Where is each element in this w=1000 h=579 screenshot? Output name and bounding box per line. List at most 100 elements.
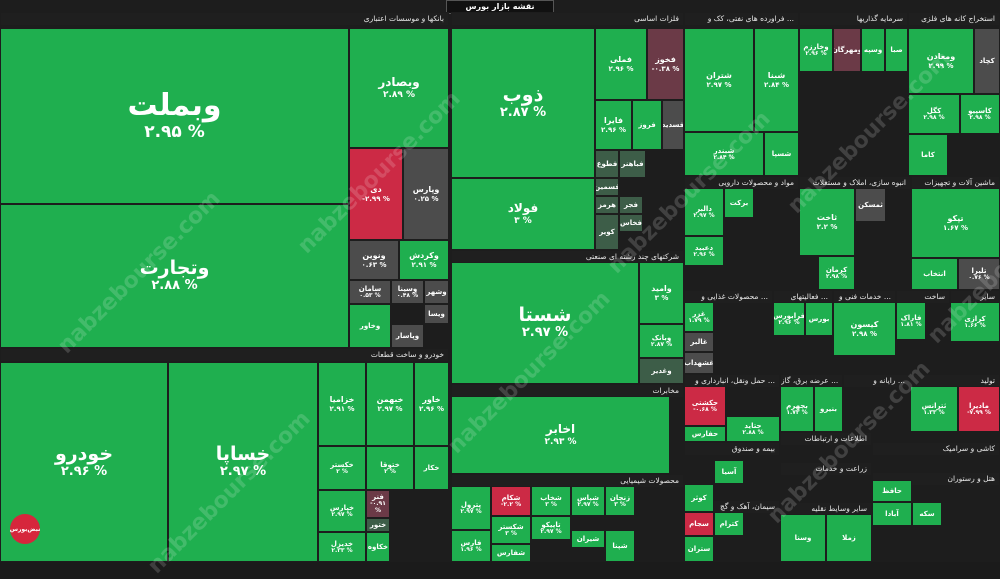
stock-tile[interactable]: غالبر <box>684 332 714 352</box>
stock-tile[interactable]: کاما <box>908 134 948 176</box>
stock-tile[interactable]: وسپه <box>861 28 885 72</box>
stock-tile[interactable]: زملا <box>826 514 872 562</box>
sector-it[interactable]: اطلاعات و ارتباطات <box>780 432 872 462</box>
stock-tile[interactable]: کرازی ۱.۶۶ % <box>950 302 1000 342</box>
stock-tile[interactable]: صبا <box>885 28 908 72</box>
stock-tile[interactable]: وخاور <box>349 304 391 348</box>
stock-tile[interactable]: وامید ۳ % <box>639 262 684 324</box>
stock-tile[interactable]: شیران <box>571 530 605 548</box>
stock-tile[interactable]: ویسا <box>424 304 449 324</box>
stock-tile[interactable]: شسپا <box>764 132 799 176</box>
stock-tile[interactable]: کچاد <box>974 28 1000 94</box>
stock-tile[interactable]: ختور <box>366 518 390 532</box>
stock-tile[interactable]: ثمسکن <box>855 188 886 222</box>
stock-tile[interactable]: خدیزل ۲.۳۳ % <box>318 532 366 562</box>
stock-tile[interactable]: ذوب ۲.۸۷ % <box>451 28 595 178</box>
stock-tile[interactable]: ثاخت ۲.۲ % <box>799 188 855 256</box>
stock-tile[interactable]: خساپا ۲.۹۷ % <box>168 362 318 562</box>
stock-tile[interactable]: سکه <box>912 502 942 526</box>
stock-tile[interactable]: شتران ۲.۹۷ % <box>684 28 754 132</box>
stock-tile[interactable]: فباهنر <box>619 150 646 178</box>
stock-tile[interactable]: مادیرا -۷.۹۹ % <box>958 386 1000 432</box>
stock-tile[interactable]: کگل ۲.۹۸ % <box>908 94 960 134</box>
stock-tile[interactable]: فخاس <box>619 214 643 232</box>
sector-tile[interactable]: کاشی و سرامیک <box>872 442 1000 472</box>
stock-tile[interactable]: فجر <box>619 196 643 214</box>
stock-tile[interactable]: تلیرا ۰.۷۶ % <box>958 258 1000 290</box>
stock-tile[interactable]: فسمین <box>595 178 619 196</box>
stock-tile[interactable]: تپکو ۱.۶۷ % <box>911 188 1000 258</box>
sector-funds[interactable]: سرمایه گذاریها <box>799 12 908 176</box>
stock-tile[interactable]: وخارزم ۲.۹۶ % <box>799 28 833 72</box>
stock-tile[interactable]: دی -۲.۹۹ % <box>349 148 403 240</box>
stock-tile[interactable]: دعبید ۲.۹۶ % <box>684 236 724 266</box>
stock-tile[interactable]: فارس ۱.۹۶ % <box>451 530 491 562</box>
stock-tile[interactable]: شکستر ۳ % <box>491 516 531 544</box>
stock-tile[interactable]: وبملت ۲.۹۵ % <box>0 28 349 204</box>
stock-tile[interactable]: آسیا <box>714 460 744 484</box>
stock-tile[interactable]: شستا ۲.۹۷ % <box>451 262 639 384</box>
stock-tile[interactable]: ونوین ۰.۶۳ % <box>349 240 399 280</box>
stock-tile[interactable]: شبنا ۲.۸۴ % <box>754 28 799 132</box>
stock-tile[interactable]: وشهر <box>424 280 449 304</box>
stock-tile[interactable]: فولاد ۳ % <box>451 178 595 250</box>
stock-tile[interactable]: غزر ۱.۷۹ % <box>684 302 714 332</box>
stock-tile[interactable]: شفارس <box>491 544 531 562</box>
stock-tile[interactable]: کرمان ۲.۹۸ % <box>818 256 855 290</box>
stock-tile[interactable]: ومعادن ۲.۹۹ % <box>908 28 974 94</box>
stock-tile[interactable]: دالبر ۲.۹۷ % <box>684 188 724 236</box>
stock-tile[interactable]: کویر <box>595 214 619 250</box>
stock-tile[interactable]: خپارس ۲.۹۷ % <box>318 490 366 532</box>
stock-tile[interactable]: وسینا ۰.۴۸ % <box>391 280 424 304</box>
stock-tile[interactable]: وبانک ۲.۸۷ % <box>639 324 684 358</box>
stock-tile[interactable]: شخاب ۳ % <box>531 486 571 516</box>
stock-tile[interactable]: شپنا <box>605 530 635 562</box>
stock-tile[interactable]: فخوز -۰.۳۸ % <box>647 28 684 100</box>
sector-computer[interactable]: رایانه و ... <box>843 374 910 432</box>
stock-tile[interactable]: بورس <box>805 302 833 336</box>
stock-tile[interactable]: وبصادر ۲.۸۹ % <box>349 28 449 148</box>
stock-tile[interactable]: کاسپیو ۲.۹۸ % <box>960 94 1000 134</box>
sector-insurance[interactable]: بیمه و صندوق <box>684 442 780 500</box>
stock-tile[interactable]: ختوقا ۲ % <box>366 446 414 490</box>
stock-tile[interactable]: فملی ۲.۹۶ % <box>595 28 647 100</box>
stock-tile[interactable]: حتاید ۲.۸۸ % <box>726 416 780 442</box>
sector-realestate[interactable]: انبوه سازی، املاک و مستغلات <box>799 176 911 290</box>
stock-tile[interactable]: پترول ۲.۹۷ % <box>451 486 491 530</box>
stock-tile[interactable]: خزامیا ۲.۹۱ % <box>318 362 366 446</box>
stock-tile[interactable]: حفارس <box>684 426 726 442</box>
stock-tile[interactable]: وتجارت ۲.۸۸ % <box>0 204 349 348</box>
stock-tile[interactable]: ستران <box>684 536 714 562</box>
stock-tile[interactable]: هرمز <box>595 196 619 214</box>
stock-tile[interactable]: وغدیر <box>639 358 684 384</box>
stock-tile[interactable]: فنر -۰.۹۱ % <box>366 490 390 518</box>
stock-tile[interactable]: انتخاب <box>911 258 958 290</box>
stock-tile[interactable]: بنیرو <box>814 386 843 432</box>
stock-tile[interactable]: برکت <box>724 188 754 218</box>
stock-tile[interactable]: وپارس ۰.۲۵ % <box>403 148 449 240</box>
stock-tile[interactable]: فطوع <box>595 150 619 178</box>
stock-tile[interactable]: ثترانس ۱.۳۳ % <box>910 386 958 432</box>
stock-tile[interactable]: خاور ۲.۹۶ % <box>414 362 449 446</box>
stock-tile[interactable]: شپاس ۲.۹۷ % <box>571 486 605 516</box>
stock-tile[interactable]: زنجان ۳ % <box>605 486 635 516</box>
stock-tile[interactable]: حافظ <box>872 480 912 502</box>
stock-tile[interactable]: شبندر ۲.۸۴ % <box>684 132 764 176</box>
stock-tile[interactable]: فاراک ۱.۸۱ % <box>896 302 926 340</box>
stock-tile[interactable]: خکاوه <box>366 532 390 562</box>
stock-tile[interactable]: خبهمن ۲.۹۷ % <box>366 362 414 446</box>
stock-tile[interactable]: خکار <box>414 446 449 490</box>
stock-tile[interactable]: کیسون ۲.۹۸ % <box>833 302 896 356</box>
stock-tile[interactable]: آبادا <box>872 502 912 526</box>
stock-tile[interactable]: کترام <box>714 512 744 536</box>
stock-tile[interactable]: وسنا <box>780 514 826 562</box>
stock-tile[interactable]: بجهرم ۱.۷۳ % <box>780 386 814 432</box>
sector-agri[interactable]: زراعت و خدمات <box>780 462 872 502</box>
stock-tile[interactable]: فایرا ۲.۹۶ % <box>595 100 632 150</box>
stock-tile[interactable]: سجام <box>684 512 714 536</box>
stock-tile[interactable]: اخابر ۲.۹۳ % <box>451 396 670 474</box>
stock-tile[interactable]: خکستر ۲ % <box>318 446 366 490</box>
stock-tile[interactable]: وپاسار <box>391 324 424 348</box>
stock-tile[interactable]: وکردش ۲.۹۱ % <box>399 240 449 280</box>
stock-tile[interactable]: تاپیکو ۲.۹۷ % <box>531 516 571 540</box>
